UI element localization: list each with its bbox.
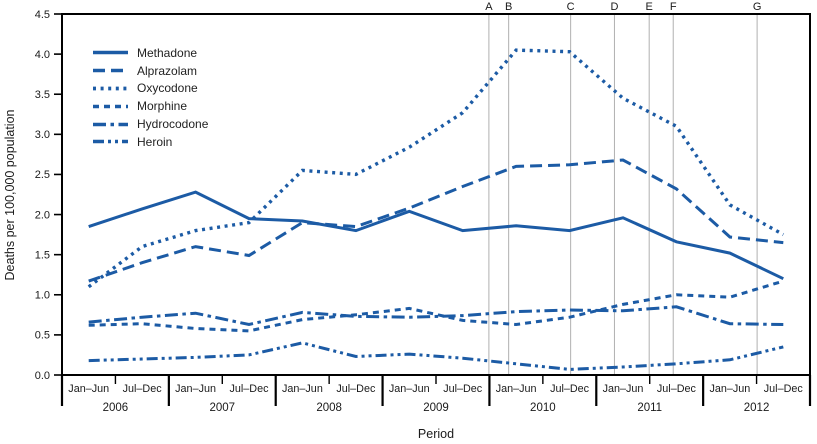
legend-item-methadone: Methadone	[93, 44, 208, 62]
x-tick-label: Jul–Dec	[123, 383, 163, 395]
x-tick-label: Jan–Jun	[709, 383, 750, 395]
year-label: 2009	[423, 402, 449, 414]
year-label: 2008	[316, 402, 342, 414]
series-line-hydrocodone	[88, 305, 784, 327]
series-lines-group	[87, 48, 785, 371]
y-tick-label: 2.0	[35, 209, 50, 221]
legend-label: Heroin	[137, 134, 173, 149]
ref-line-label-A: A	[485, 1, 493, 13]
x-tick-label: Jul–Dec	[764, 383, 804, 395]
x-tick-label: Jul–Dec	[336, 383, 376, 395]
x-tick-label: Jan–Jun	[175, 383, 216, 395]
x-axis-title: Period	[418, 427, 454, 441]
y-tick-label: 0.0	[35, 370, 50, 382]
year-label: 2006	[103, 402, 129, 414]
x-tick-label: Jan–Jun	[282, 383, 323, 395]
year-label: 2012	[744, 402, 770, 414]
legend-label: Methadone	[137, 45, 198, 60]
ref-line-label-F: F	[670, 1, 677, 13]
x-tick-label: Jul–Dec	[550, 383, 590, 395]
y-tick-label: 3.0	[35, 129, 50, 141]
series-line-morphine	[88, 279, 784, 333]
series-line-alprazolam	[88, 158, 784, 283]
ref-line-label-G: G	[753, 1, 762, 13]
ref-line-label-B: B	[505, 1, 512, 13]
year-label: 2010	[530, 402, 556, 414]
series-line-heroin	[88, 341, 784, 371]
year-label: 2011	[637, 402, 662, 414]
y-tick-label: 4.0	[35, 49, 50, 61]
y-tick-label: 2.5	[35, 169, 50, 181]
legend-sample-line-solid	[93, 51, 128, 55]
y-axis-title: Deaths per 100,000 population	[3, 109, 17, 280]
legend-sample-line-dashdotdot	[93, 140, 128, 144]
y-tick-label: 4.5	[35, 9, 50, 21]
x-tick-label: Jan–Jun	[68, 383, 109, 395]
legend-sample-line-longdash	[93, 68, 128, 73]
legend-item-heroin: Heroin	[93, 133, 208, 151]
legend-sample-line-dashdot	[93, 122, 128, 126]
y-tick-label: 3.5	[35, 89, 50, 101]
x-tick-label: Jul–Dec	[657, 383, 697, 395]
y-tick-label: 1.0	[35, 290, 50, 302]
legend-label: Oxycodone	[137, 81, 198, 96]
legend-item-alprazolam: Alprazolam	[93, 62, 208, 80]
year-label: 2007	[209, 402, 235, 414]
x-tick-label: Jan–Jun	[389, 383, 430, 395]
axes-group	[54, 13, 812, 406]
y-tick-label: 0.5	[35, 330, 50, 342]
ref-line-label-C: C	[567, 1, 575, 13]
legend: Methadone Alprazolam Oxycodone Morphine Hydr…	[93, 44, 208, 151]
legend-label: Hydrocodone	[137, 117, 209, 132]
legend-sample-line-shortdash	[93, 104, 128, 108]
legend-label: Alprazolam	[137, 63, 198, 78]
legend-sample-line-dot	[93, 86, 128, 91]
x-tick-label: Jan–Jun	[603, 383, 644, 395]
legend-label: Morphine	[137, 99, 188, 114]
legend-item-hydrocodone: Hydrocodone	[93, 115, 208, 133]
series-line-oxycodone	[87, 48, 785, 289]
legend-item-morphine: Morphine	[93, 97, 208, 115]
x-tick-label: Jul–Dec	[229, 383, 269, 395]
y-tick-label: 1.5	[35, 249, 50, 261]
axis-labels-group: 0.0 0.5 1.0 1.5 2.0 2.5 3.0 3.5 4.0 4.5 Jan–Jun Jul…	[35, 9, 804, 414]
x-tick-label: Jan–Jun	[496, 383, 537, 395]
ref-line-label-E: E	[646, 1, 653, 13]
series-line-methadone	[88, 190, 784, 281]
x-tick-label: Jul–Dec	[443, 383, 483, 395]
legend-item-oxycodone: Oxycodone	[93, 80, 208, 98]
ref-line-label-D: D	[610, 1, 618, 13]
